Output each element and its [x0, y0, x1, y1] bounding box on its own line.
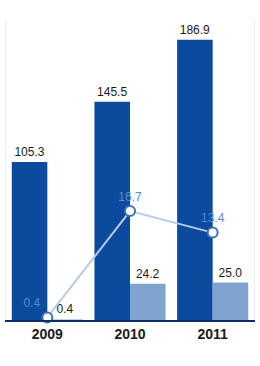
svg-text:16.7: 16.7 — [118, 190, 142, 204]
svg-text:0.4: 0.4 — [57, 302, 74, 316]
svg-text:2009: 2009 — [32, 326, 63, 342]
svg-text:0.4: 0.4 — [23, 296, 40, 310]
svg-text:13.4: 13.4 — [201, 211, 225, 225]
svg-text:2010: 2010 — [114, 326, 145, 342]
svg-text:24.2: 24.2 — [136, 267, 160, 281]
svg-text:25.0: 25.0 — [219, 266, 243, 280]
svg-text:186.9: 186.9 — [180, 23, 210, 37]
svg-text:105.3: 105.3 — [14, 145, 44, 159]
svg-text:145.5: 145.5 — [97, 85, 127, 99]
svg-text:2011: 2011 — [197, 326, 228, 342]
